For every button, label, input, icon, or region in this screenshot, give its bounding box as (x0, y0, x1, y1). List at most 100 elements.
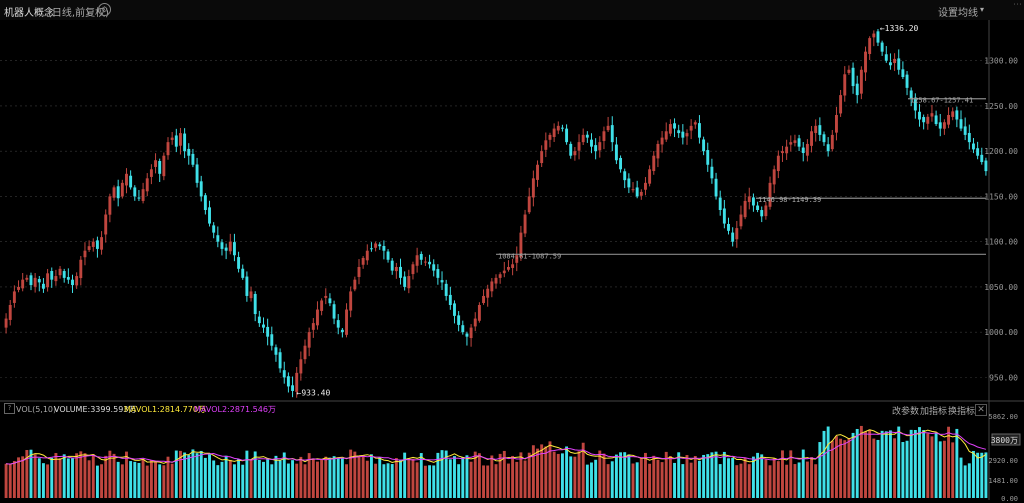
candle-body (668, 124, 672, 134)
volume-bar (423, 465, 427, 498)
volume-bar (278, 460, 282, 498)
candle-body (673, 123, 676, 129)
candle-body (262, 324, 265, 328)
candle-body (37, 279, 41, 283)
volume-bar (776, 461, 780, 498)
candle-body (266, 326, 270, 337)
volume-bar (735, 465, 739, 498)
candle-body (125, 173, 128, 186)
volume-bar (415, 462, 419, 498)
volume-bar (245, 450, 249, 498)
volume-bar (357, 456, 361, 498)
chevron-down-icon[interactable]: ▾ (979, 5, 984, 14)
candle-body (195, 164, 199, 183)
candle-body (228, 241, 232, 252)
add-indicator-button[interactable]: 加指标 (920, 407, 948, 417)
candle-body (87, 246, 91, 250)
candle-body (577, 142, 581, 151)
candle-body (581, 134, 585, 143)
candle-body (868, 38, 872, 54)
volume-bar (382, 464, 386, 498)
volume-bar (457, 464, 461, 498)
volume-bar (407, 458, 411, 498)
candle-body (639, 191, 643, 196)
volume-bar (652, 455, 656, 498)
candle-body (432, 264, 436, 271)
volume-bar (727, 458, 730, 498)
volume-bar (120, 464, 124, 498)
volume-bar (922, 430, 926, 498)
volume-header: ? VOL(5,10) VOLUME:3399.593万 MAVOL1:2814… (0, 401, 990, 417)
candle-body (531, 178, 535, 198)
volume-bar (872, 438, 876, 498)
volume-bar (386, 463, 390, 498)
candle-body (461, 325, 465, 333)
more-icon[interactable]: ⋯ (1013, 0, 1022, 10)
support-level-label: 1146.98-1149.39 (758, 196, 821, 204)
volume-bar (847, 438, 851, 498)
candle-body (108, 196, 112, 215)
volume-bar (644, 452, 647, 498)
volume-bar (897, 426, 901, 498)
volume-bar (722, 451, 726, 498)
volume-bar (789, 450, 793, 498)
volume-bar (133, 461, 137, 498)
volume-bar (428, 465, 432, 498)
volume-bar (590, 462, 593, 498)
volume-bar (685, 455, 689, 498)
candle-body (926, 116, 930, 124)
candle-body (785, 146, 789, 154)
candle-body (187, 148, 191, 156)
candle-body (29, 275, 33, 286)
volume-bar (648, 463, 652, 498)
volume-bar (947, 426, 951, 498)
volume-bar (444, 450, 448, 498)
candle-body (598, 142, 602, 151)
candle-body (519, 232, 523, 258)
volume-bar (174, 450, 178, 498)
volume-bar (345, 464, 348, 498)
index-title[interactable]: 机器人概念 (4, 8, 54, 19)
gear-icon[interactable]: ⚙ (98, 3, 111, 16)
candle-body (166, 142, 170, 156)
candle-body (407, 276, 411, 289)
switch-indicator-button[interactable]: 换指标 (948, 407, 976, 417)
volume-bar (681, 464, 685, 498)
candle-body (357, 267, 361, 277)
candle-body (154, 160, 157, 167)
candle-body (365, 250, 369, 261)
change-params-button[interactable]: 改参数 (892, 407, 920, 417)
candle-body (764, 205, 768, 217)
candle-body (390, 260, 394, 271)
candle-body (648, 169, 652, 184)
candle-body (515, 255, 519, 263)
volume-bar (320, 459, 324, 498)
help-icon[interactable]: ? (4, 403, 15, 414)
current-volume-marker (991, 433, 1021, 446)
candle-body (62, 271, 66, 278)
close-icon[interactable]: ✕ (975, 404, 987, 416)
volume-bar (125, 451, 128, 498)
candle-body (340, 329, 344, 333)
volume-bar (482, 465, 485, 498)
volume-bar (440, 450, 444, 498)
volume-bar (83, 453, 87, 498)
volume-bar (50, 457, 54, 498)
candle-body (814, 125, 818, 133)
volume-value: VOLUME:3399.593万 (54, 405, 137, 414)
candle-body (544, 140, 548, 150)
volume-bar (507, 463, 510, 498)
candle-body (208, 207, 211, 224)
ma-settings-button[interactable]: 设置均线 (938, 8, 978, 19)
volume-bar (851, 432, 855, 498)
price-tick-label: 1150.00 (984, 192, 1018, 201)
volume-bar (340, 458, 344, 498)
candle-body (4, 318, 8, 328)
volume-bar (594, 459, 598, 498)
volume-bar (332, 456, 336, 498)
volume-bar (195, 453, 199, 498)
volume-bar (79, 451, 83, 498)
candle-body (660, 137, 664, 145)
vol-indicator-name[interactable]: VOL(5,10) (16, 405, 57, 414)
